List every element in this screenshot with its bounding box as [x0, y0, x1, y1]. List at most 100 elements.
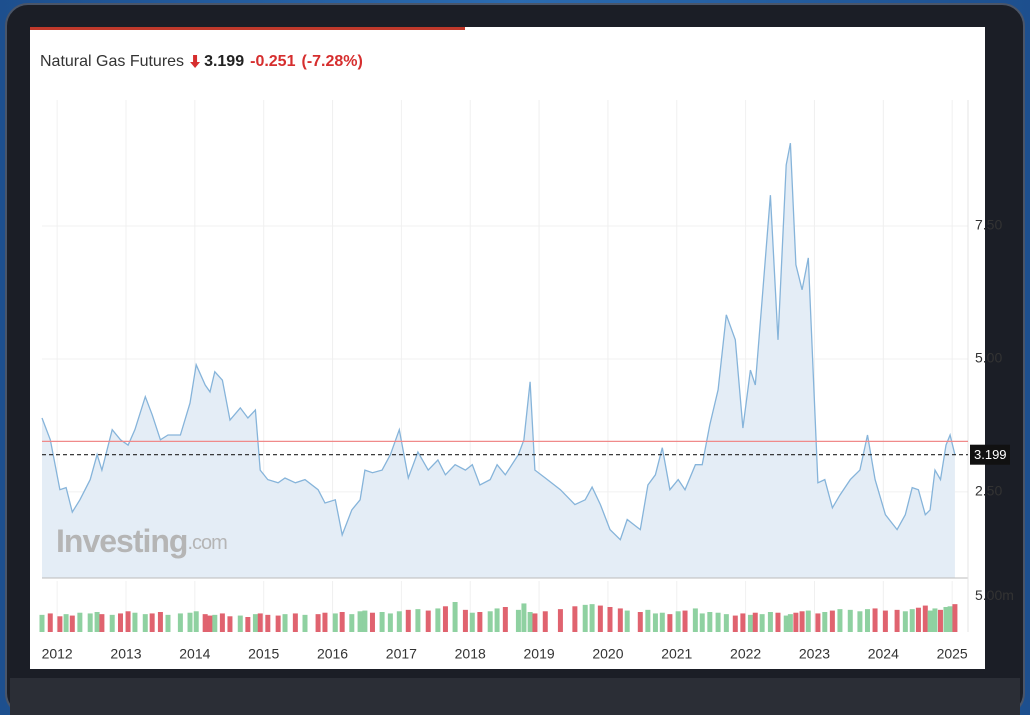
down-arrow-icon [190, 55, 201, 68]
volume-bar [882, 610, 888, 632]
volume-bar [922, 605, 928, 632]
volume-bar [149, 613, 155, 632]
volume-bar [759, 614, 765, 632]
volume-bar [469, 612, 475, 632]
volume-bar [87, 613, 93, 632]
volume-bar [927, 610, 933, 632]
volume-bar [362, 610, 368, 632]
volume-bar [69, 615, 75, 632]
plot: 2012 2013 2014 2015 2016 2017 2018 2019 2020 2021… [39, 100, 1014, 662]
volume-bar [793, 612, 799, 632]
volume-bar [369, 612, 375, 632]
volume-bar [723, 614, 729, 632]
price-area [42, 143, 955, 578]
volume-bar [177, 613, 183, 632]
volume-bar [94, 612, 100, 632]
volume-bar [252, 614, 258, 632]
volume-bar [837, 609, 843, 632]
volume-bar [462, 609, 468, 632]
x-tick-label: 2025 [937, 646, 968, 662]
volume-bar [515, 609, 521, 632]
volume-bar [212, 614, 218, 632]
x-tick-label: 2019 [524, 646, 555, 662]
volume-bar [521, 603, 527, 632]
volume-bar [99, 614, 105, 632]
volume-bar [589, 604, 595, 632]
volume-bar [349, 614, 355, 632]
volume-bar [435, 608, 441, 632]
volume-bar [787, 614, 793, 632]
x-tick-label: 2013 [110, 646, 141, 662]
volume-bar [39, 614, 45, 632]
volume-bar [909, 609, 915, 632]
volume-bar [582, 604, 588, 632]
volume-bar [265, 614, 271, 632]
volume-bar [557, 609, 563, 632]
volume-bar [943, 607, 949, 632]
price-line [41, 142, 956, 541]
volume-bar [617, 608, 623, 632]
volume-bar [109, 614, 115, 632]
volume-bar [302, 614, 308, 632]
volume-bar [193, 611, 199, 632]
volume-bar [415, 609, 421, 632]
volume-bar [775, 612, 781, 632]
volume-bar [815, 613, 821, 632]
chart-title: Natural Gas Futures [40, 53, 184, 70]
volume-bar [315, 614, 321, 632]
volume-bar [207, 615, 213, 632]
volume-bar [494, 608, 500, 632]
volume-bar [396, 611, 402, 632]
y-tick-label: 7.50 [975, 217, 1002, 233]
volume-bar [652, 613, 658, 632]
last-price-tag-label: 3.199 [974, 447, 1007, 462]
volume-bar [667, 614, 673, 632]
volume-bar [257, 613, 263, 632]
volume-bar [532, 613, 538, 632]
x-tick-label: 2017 [386, 646, 417, 662]
x-tick-label: 2016 [317, 646, 348, 662]
x-tick-label: 2022 [730, 646, 761, 662]
volume-bar [937, 609, 943, 632]
volume-bar [275, 615, 281, 632]
volume-bar [624, 610, 630, 632]
last-price-tag [970, 444, 1010, 465]
volume-bar [157, 612, 163, 632]
y-tick-label: 5.00 [975, 350, 1002, 366]
volume-bar [902, 611, 908, 632]
volume-bar [202, 614, 208, 632]
volume-bar [707, 612, 713, 632]
volume-bar [607, 607, 613, 632]
price-change-percent: (-7.28%) [301, 53, 362, 70]
volume-tick-label: 5.00m [975, 587, 1014, 603]
volume-bar [322, 612, 328, 632]
volume-bar [219, 613, 225, 632]
volume-bar [117, 613, 123, 632]
volume-bar [339, 612, 345, 632]
volume-bar [952, 604, 958, 632]
volume-bar [645, 609, 651, 632]
volume-bar [452, 602, 458, 632]
volume-bar [57, 616, 63, 632]
volume-bar [63, 614, 69, 632]
x-tick-label: 2018 [455, 646, 486, 662]
volume-bar [699, 613, 705, 632]
volume-bar [527, 612, 533, 632]
volume-bar [282, 614, 288, 632]
volume-bar [77, 612, 83, 632]
x-tick-label: 2021 [661, 646, 692, 662]
volume-bar [783, 615, 789, 632]
volume-bar [187, 612, 193, 632]
x-tick-label: 2014 [179, 646, 210, 662]
volume-bar [379, 612, 385, 632]
x-tick-label: 2020 [592, 646, 623, 662]
volume-bar [502, 607, 508, 632]
x-tick-label: 2012 [42, 646, 73, 662]
volume-bar [237, 615, 243, 632]
volume-bar [805, 610, 811, 632]
volume-bar [864, 609, 870, 632]
volume-bar [947, 606, 953, 632]
volume-bar [245, 617, 251, 632]
x-tick-label: 2024 [868, 646, 899, 662]
